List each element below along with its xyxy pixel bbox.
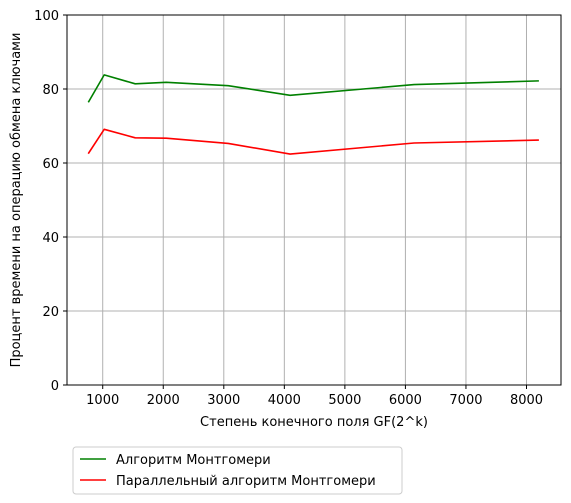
x-tick-label: 7000 [449,393,482,408]
series-line-1 [87,74,539,103]
x-tick-label: 6000 [389,393,422,408]
y-axis-label: Процент времени на операцию обмена ключа… [9,33,24,368]
y-tick-label: 40 [42,231,59,246]
x-tick-label: 8000 [510,393,543,408]
y-tick-label: 80 [42,83,59,98]
x-axis-label: Степень конечного поля GF(2^k) [200,415,428,430]
x-tick-label: 3000 [207,393,240,408]
legend-label-1: Алгоритм Монтгомери [116,453,271,468]
y-tick-label: 20 [42,305,59,320]
legend-label-2: Параллельный алгоритм Монтгомери [116,474,376,489]
series-line-2 [87,128,539,155]
x-tick-label: 2000 [147,393,180,408]
plot-frame [66,14,562,386]
series-lines [87,74,539,155]
x-tick-label: 4000 [268,393,301,408]
x-tick-label: 1000 [86,393,119,408]
legend-frame [72,446,403,495]
y-tick-label: 60 [42,157,59,172]
axis-ticks: 1000 2000 3000 4000 5000 6000 7000 8000 0 20 40 60 8… [34,9,543,408]
legend: Алгоритм Монтгомери Параллельный алгоритм… [72,446,403,495]
y-tick-label: 100 [34,9,59,24]
y-tick-label: 0 [51,379,59,394]
grid [67,14,561,386]
x-tick-label: 5000 [328,393,361,408]
